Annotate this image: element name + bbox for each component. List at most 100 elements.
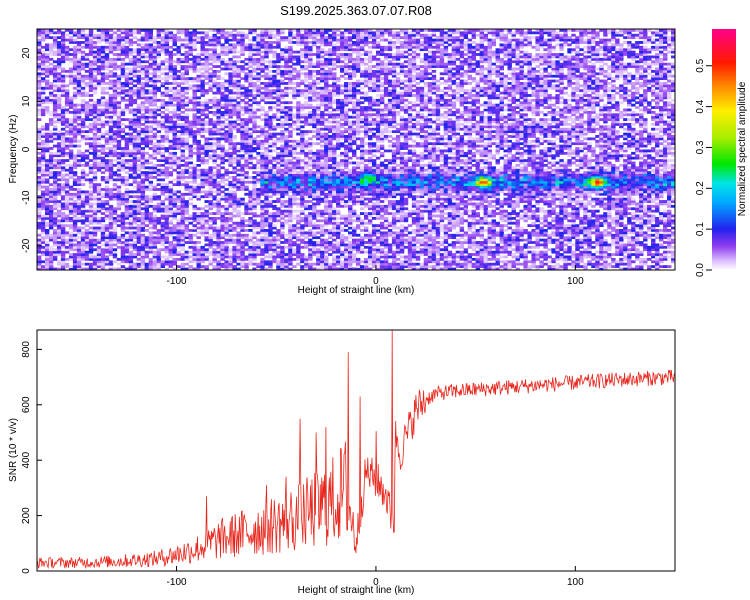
spectrogram-cell	[68, 226, 74, 230]
spectrogram-cell	[172, 156, 177, 160]
spectrogram-cell	[37, 41, 42, 44]
spectrogram-cell	[76, 250, 82, 254]
spectrogram-cell	[92, 65, 98, 68]
spectrogram-cell	[216, 31, 221, 35]
spectrogram-cell	[192, 48, 197, 52]
spectrogram-cell	[52, 166, 58, 170]
spectrogram-cell	[288, 209, 293, 213]
spectrogram-cell	[180, 209, 185, 213]
spectrogram-cell	[136, 236, 142, 240]
spectrogram-cell	[300, 267, 305, 270]
spectrogram-cell	[252, 137, 257, 141]
spectrogram-cell	[37, 257, 42, 261]
spectrogram-cell	[60, 204, 66, 208]
spectrogram-cell	[76, 202, 82, 206]
spectrogram-cell	[172, 139, 177, 143]
spectrogram-cell	[224, 183, 229, 187]
spectrogram-cell	[168, 125, 173, 129]
spectrogram-cell	[240, 84, 245, 88]
spectrogram-cell	[252, 197, 257, 201]
spectrogram-cell	[68, 166, 74, 170]
spectrogram-cell	[156, 267, 162, 270]
spectrogram-cell	[264, 173, 269, 177]
spectrogram-cell	[68, 57, 74, 61]
spectrogram-cell	[60, 224, 66, 228]
spectrogram-cell	[300, 197, 305, 201]
spectrogram-cell	[280, 188, 285, 191]
spectrogram-cell	[37, 57, 42, 61]
spectrogram-cell	[268, 204, 273, 208]
spectrogram-cell	[196, 159, 201, 162]
spectrogram-cell	[176, 226, 181, 230]
spectrogram-cell	[124, 212, 130, 215]
spectrogram-cell	[92, 57, 98, 61]
spectrogram-cell	[120, 221, 126, 225]
spectrogram-cell	[204, 60, 209, 64]
spectrogram-cell	[40, 57, 46, 61]
spectrogram-cell	[228, 50, 233, 54]
spectrogram-cell	[132, 248, 138, 252]
spectrogram-cell	[132, 219, 138, 223]
spectrogram-cell	[168, 161, 173, 165]
spectrogram-cell	[116, 216, 122, 220]
spectrogram-cell	[152, 245, 158, 249]
spectrogram-cell	[212, 74, 217, 78]
spectrogram-cell	[124, 250, 130, 254]
spectrogram-cell	[96, 144, 102, 148]
spectrogram-cell	[88, 60, 94, 64]
spectrogram-cell	[240, 253, 245, 256]
spectrogram-cell	[240, 77, 245, 81]
spectrogram-cell	[292, 82, 297, 85]
spectrogram-cell	[96, 149, 102, 153]
spectrogram-cell	[284, 161, 289, 165]
spectrogram-cell	[240, 139, 245, 143]
spectrogram-cell	[252, 36, 257, 40]
spectrogram-cell	[264, 118, 269, 121]
spectrogram-cell	[96, 127, 102, 131]
spectrogram-cell	[116, 106, 122, 109]
spectrogram-cell	[280, 38, 285, 42]
spectrogram-cell	[208, 233, 213, 237]
spectrogram-cell	[112, 154, 118, 158]
spectrogram-cell	[272, 65, 277, 68]
spectrogram-cell	[104, 202, 110, 206]
spectrogram-cell	[104, 55, 110, 59]
spectrogram-cell	[208, 176, 213, 179]
spectrogram-cell	[256, 94, 261, 97]
spectrogram-cell	[164, 118, 169, 121]
spectrogram-cell	[276, 82, 281, 85]
spectrogram-cell	[272, 132, 277, 136]
spectrogram-cell	[80, 262, 86, 266]
spectrogram-cell	[116, 36, 122, 40]
spectrogram-cell	[196, 248, 201, 252]
spectrogram-cell	[96, 238, 102, 242]
spectrogram-cell	[272, 163, 277, 167]
spectrogram-cell	[280, 185, 285, 189]
spectrogram-cell	[224, 159, 229, 162]
spectrogram-cell	[40, 156, 46, 160]
spectrogram-cell	[200, 224, 205, 228]
spectrogram-cell	[284, 245, 289, 249]
spectrogram-cell	[72, 226, 78, 230]
spectrogram-cell	[200, 144, 205, 148]
spectrogram-cell	[200, 108, 205, 112]
spectrogram-cell	[272, 139, 277, 143]
spectrogram-cell	[280, 209, 285, 213]
spectrogram-cell	[236, 91, 241, 95]
spectrogram-cell	[76, 31, 82, 35]
spectrogram-cell	[132, 98, 138, 102]
spectrogram-cell	[40, 36, 46, 40]
spectrogram-cell	[224, 82, 229, 85]
spectrogram-cell	[104, 45, 110, 49]
spectrogram-cell	[260, 74, 265, 78]
spectrogram-cell	[236, 154, 241, 158]
spectrogram-cell	[216, 209, 221, 213]
spectrogram-cell	[76, 241, 82, 244]
spectrogram-cell	[172, 115, 177, 119]
spectrogram-cell	[252, 118, 257, 121]
spectrogram-cell	[44, 207, 50, 211]
spectrogram-cell	[304, 173, 309, 177]
spectrogram-cell	[40, 221, 46, 225]
spectrogram-cell	[72, 120, 78, 124]
spectrogram-cell	[156, 250, 162, 254]
